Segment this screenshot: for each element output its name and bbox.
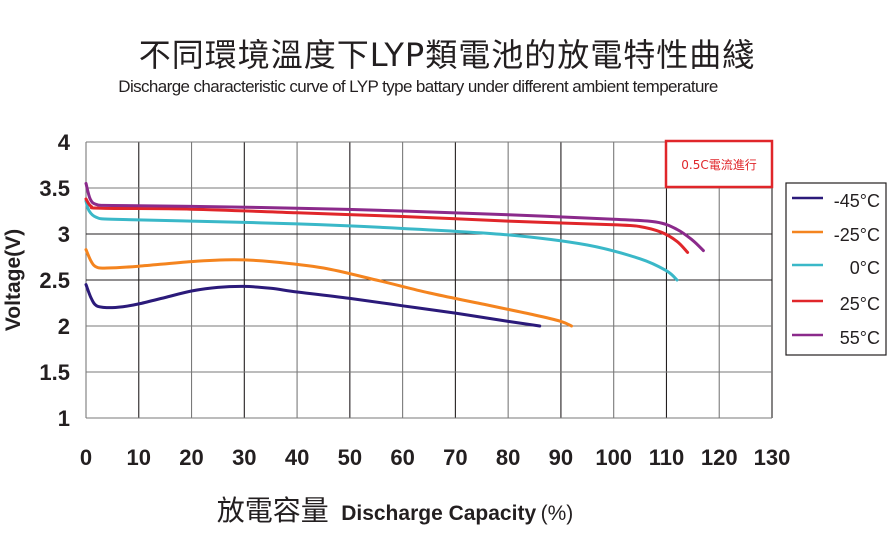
x-axis-ticks: 0 10 20 30 40 50 60 70 80 90 100 110 120 130 bbox=[80, 445, 790, 470]
legend: -45°C -25°C 0°C 25°C 55°C bbox=[785, 182, 887, 356]
legend-label: 0°C bbox=[850, 258, 880, 278]
x-tick-label: 70 bbox=[443, 445, 467, 470]
y-tick-label: 3 bbox=[58, 222, 70, 247]
legend-label: -45°C bbox=[834, 191, 880, 211]
annotation-box: 0.5C電流進行 bbox=[664, 139, 774, 189]
x-tick-label: 80 bbox=[496, 445, 520, 470]
legend-label: 25°C bbox=[840, 294, 880, 314]
y-axis-label: Voltage(V) bbox=[2, 229, 25, 331]
x-axis-label-unit: (%) bbox=[541, 502, 574, 525]
legend-label: 55°C bbox=[840, 328, 880, 348]
x-tick-label: 100 bbox=[595, 445, 632, 470]
series-line-55 bbox=[84, 181, 705, 253]
legend-label: -25°C bbox=[834, 225, 880, 245]
series-lines bbox=[84, 181, 705, 328]
series-line-25 bbox=[84, 197, 690, 254]
x-tick-label: 50 bbox=[338, 445, 362, 470]
x-tick-label: 20 bbox=[179, 445, 203, 470]
y-tick-label: 2 bbox=[58, 314, 70, 339]
y-tick-label: 2.5 bbox=[39, 268, 70, 293]
series-line-0 bbox=[84, 199, 679, 282]
y-tick-label: 1.5 bbox=[39, 360, 70, 385]
x-tick-label: 110 bbox=[649, 445, 685, 470]
x-tick-label: 0 bbox=[80, 445, 92, 470]
series-line-minus45 bbox=[84, 283, 542, 328]
y-tick-label: 3.5 bbox=[39, 176, 70, 201]
chart-title: 不同環境溫度下LYP類電池的放電特性曲綫 bbox=[138, 36, 756, 74]
x-tick-label: 60 bbox=[390, 445, 414, 470]
x-tick-label: 120 bbox=[701, 445, 738, 470]
y-tick-label: 1 bbox=[58, 406, 70, 431]
y-axis-ticks: 1 1.5 2 2.5 3 3.5 4 bbox=[39, 130, 70, 431]
x-tick-label: 10 bbox=[127, 445, 151, 470]
x-tick-label: 30 bbox=[232, 445, 256, 470]
chart-subtitle: Discharge characteristic curve of LYP ty… bbox=[118, 77, 718, 96]
x-tick-label: 40 bbox=[285, 445, 309, 470]
x-axis-label-en: Discharge Capacity bbox=[341, 502, 536, 525]
x-axis-label: 放電容量 Discharge Capacity (%) bbox=[217, 494, 574, 527]
series-line-minus25 bbox=[84, 248, 573, 328]
y-tick-label: 4 bbox=[58, 130, 71, 155]
x-tick-label: 130 bbox=[754, 445, 791, 470]
annotation-text: 0.5C電流進行 bbox=[681, 158, 756, 172]
x-axis-label-cn: 放電容量 bbox=[217, 494, 329, 527]
x-tick-label: 90 bbox=[549, 445, 573, 470]
grid bbox=[85, 141, 773, 419]
